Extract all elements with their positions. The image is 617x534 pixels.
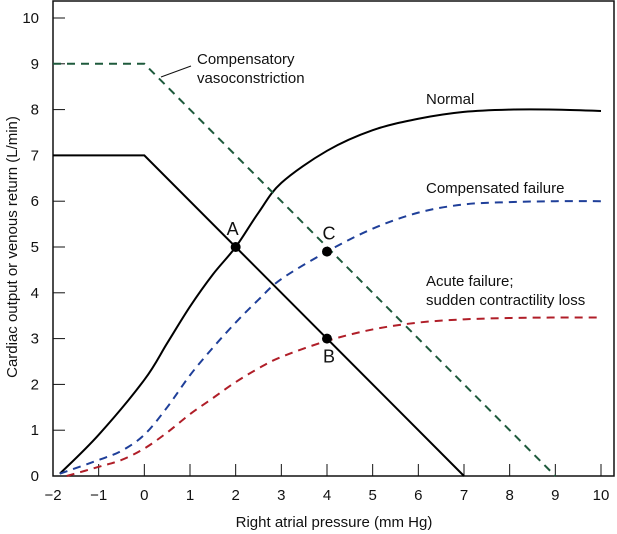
x-tick-label: −1 bbox=[90, 487, 107, 504]
x-tick-label: 7 bbox=[460, 487, 468, 504]
point-label-a: A bbox=[227, 219, 239, 239]
x-tick-label: 10 bbox=[593, 487, 610, 504]
x-tick-label: 9 bbox=[551, 487, 559, 504]
y-tick-label: 8 bbox=[31, 102, 39, 119]
series-layer bbox=[53, 62, 602, 477]
y-tick-label: 7 bbox=[31, 147, 39, 164]
points-layer: A B C bbox=[227, 219, 336, 367]
annotation-acute-failure-line2: sudden contractility loss bbox=[426, 292, 585, 309]
y-tick-label: 5 bbox=[31, 239, 39, 256]
series-acute-failure-sudden-contractility-loss bbox=[66, 316, 602, 477]
y-axis-title: Cardiac output or venous return (L/min) bbox=[4, 116, 21, 378]
annotation-compensated-failure: Compensated failure bbox=[426, 180, 564, 197]
y-tick-label: 6 bbox=[31, 193, 39, 210]
y-tick-label: 0 bbox=[31, 468, 39, 485]
series-compensated-failure bbox=[59, 200, 602, 475]
x-axis-title: Right atrial pressure (mm Hg) bbox=[236, 514, 433, 531]
y-axis: 0 1 2 3 4 5 6 7 8 9 10 bbox=[22, 10, 65, 485]
y-tick-label: 3 bbox=[31, 331, 39, 348]
annotation-vasoconstriction-line1: Compensatory bbox=[197, 51, 295, 68]
y-tick-label: 9 bbox=[31, 56, 39, 73]
x-tick-label: 5 bbox=[368, 487, 376, 504]
x-tick-label: 4 bbox=[323, 487, 331, 504]
x-tick-label: 6 bbox=[414, 487, 422, 504]
y-tick-label: 4 bbox=[31, 285, 39, 302]
point-b bbox=[322, 333, 332, 344]
series-venous-return-normal bbox=[53, 154, 465, 477]
annotation-vasoconstriction-line2: vasoconstriction bbox=[197, 70, 305, 87]
point-a bbox=[230, 242, 241, 252]
annotation-acute-failure-line1: Acute failure; bbox=[426, 273, 514, 290]
y-tick-label: 10 bbox=[22, 10, 39, 27]
y-tick-label: 2 bbox=[31, 376, 39, 393]
x-tick-label: 8 bbox=[505, 487, 513, 504]
x-tick-label: 3 bbox=[277, 487, 285, 504]
x-tick-label: 0 bbox=[140, 487, 148, 504]
x-axis: −2 −1 0 1 2 3 4 5 6 7 8 9 10 bbox=[44, 464, 609, 504]
annotation-normal: Normal bbox=[426, 91, 474, 108]
point-label-b: B bbox=[323, 347, 335, 367]
x-tick-label: −2 bbox=[44, 487, 61, 504]
series-compensatory-vasoconstriction bbox=[53, 62, 557, 477]
point-label-c: C bbox=[323, 224, 336, 244]
vasoconstriction-leader-line bbox=[160, 65, 192, 78]
y-tick-label: 1 bbox=[31, 422, 39, 439]
x-tick-label: 2 bbox=[231, 487, 239, 504]
plot-frame bbox=[52, 0, 615, 477]
point-c bbox=[322, 246, 332, 257]
series-normal bbox=[59, 108, 602, 475]
x-tick-label: 1 bbox=[186, 487, 194, 504]
